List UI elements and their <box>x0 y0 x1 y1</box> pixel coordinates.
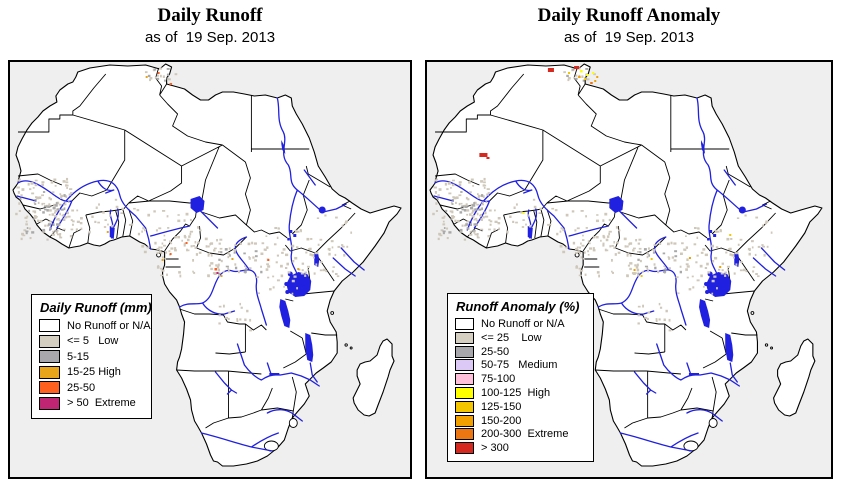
right-map-header: Daily Runoff Anomaly as of 19 Sep. 2013 <box>425 4 833 47</box>
left-map-header: Daily Runoff as of 19 Sep. 2013 <box>8 4 412 47</box>
legend-entry-label: 25-50 <box>481 345 510 358</box>
right-map-subtitle: as of 19 Sep. 2013 <box>563 29 695 46</box>
runoff-anomaly-legend: Runoff Anomaly (%) No Runoff or N/A <= 25… <box>447 293 594 462</box>
daily-runoff-map <box>12 63 402 467</box>
legend-color-swatch <box>455 318 474 330</box>
legend-entry: <= 5 Low <box>39 334 145 348</box>
legend-entry-label: 50-75 Medium <box>481 359 558 372</box>
legend-entry: > 50 Extreme <box>39 396 145 410</box>
legend-color-swatch <box>455 345 474 358</box>
runoff-anomaly-map <box>429 63 823 467</box>
right-map-title: Daily Runoff Anomaly <box>537 5 721 26</box>
legend-color-swatch <box>39 381 60 395</box>
legend-title: Runoff Anomaly (%) <box>456 299 580 314</box>
legend-entry: No Runoff or N/A <box>455 318 587 330</box>
legend-entry: 125-150 <box>455 400 587 413</box>
legend-entry: 25-50 <box>455 345 587 358</box>
legend-color-swatch <box>455 400 474 413</box>
legend-color-swatch <box>455 331 474 344</box>
legend-entry-label: 15-25 High <box>67 366 121 379</box>
legend-entry-label: > 50 Extreme <box>67 397 136 410</box>
legend-color-swatch <box>455 428 474 441</box>
legend-entry-label: <= 25 Low <box>481 331 542 344</box>
legend-color-swatch <box>455 386 474 399</box>
legend-entry-label: <= 5 Low <box>67 335 119 348</box>
runoff-anomaly-highlights <box>479 66 732 277</box>
legend-entry: > 300 <box>455 442 587 455</box>
legend-color-swatch <box>455 359 474 372</box>
legend-entry-label: 125-150 <box>481 400 522 413</box>
legend-rows: No Runoff or N/A <= 25 Low 25-50 50-75 Medi… <box>455 318 587 455</box>
legend-entry: 50-75 Medium <box>455 359 587 372</box>
legend-color-swatch <box>455 414 474 427</box>
legend-entry: No Runoff or N/A <box>39 319 151 332</box>
legend-color-swatch <box>455 373 474 386</box>
legend-entry: 100-125 High <box>455 386 587 399</box>
legend-color-swatch <box>39 365 60 379</box>
left-map-subtitle: as of 19 Sep. 2013 <box>144 29 276 46</box>
legend-entry-label: 100-125 High <box>481 386 551 399</box>
legend-entry-label: No Runoff or N/A <box>67 319 151 332</box>
legend-entry-label: 150-200 <box>481 414 522 427</box>
daily-runoff-highlights <box>106 72 300 277</box>
legend-rows: No Runoff or N/A <= 5 Low 5-15 15-25 High 25… <box>39 319 151 410</box>
left-map-title: Daily Runoff <box>157 5 263 26</box>
legend-entry-label: 75-100 <box>481 373 516 386</box>
legend-color-swatch <box>39 319 60 332</box>
legend-color-swatch <box>455 442 474 455</box>
daily-runoff-map-panel: Daily Runoff (mm) No Runoff or N/A <= 5 L… <box>8 60 412 479</box>
legend-color-swatch <box>39 350 60 364</box>
legend-entry: <= 25 Low <box>455 331 587 344</box>
legend-entry: 15-25 High <box>39 365 145 379</box>
legend-entry: 200-300 Extreme <box>455 428 587 441</box>
legend-entry-label: 25-50 <box>67 381 96 394</box>
legend-entry-label: 5-15 <box>67 350 90 363</box>
legend-title: Daily Runoff (mm) <box>40 300 152 315</box>
legend-entry-label: No Runoff or N/A <box>481 318 565 330</box>
legend-entry: 150-200 <box>455 414 587 427</box>
legend-entry-label: 200-300 Extreme <box>481 428 569 441</box>
legend-color-swatch <box>39 334 60 348</box>
legend-entry: 5-15 <box>39 350 145 364</box>
legend-entry-label: > 300 <box>481 442 509 455</box>
legend-entry: 75-100 <box>455 373 587 386</box>
runoff-anomaly-map-panel: Runoff Anomaly (%) No Runoff or N/A <= 25… <box>425 60 833 479</box>
daily-runoff-legend: Daily Runoff (mm) No Runoff or N/A <= 5 L… <box>31 294 152 419</box>
legend-color-swatch <box>39 396 60 410</box>
legend-entry: 25-50 <box>39 381 145 395</box>
